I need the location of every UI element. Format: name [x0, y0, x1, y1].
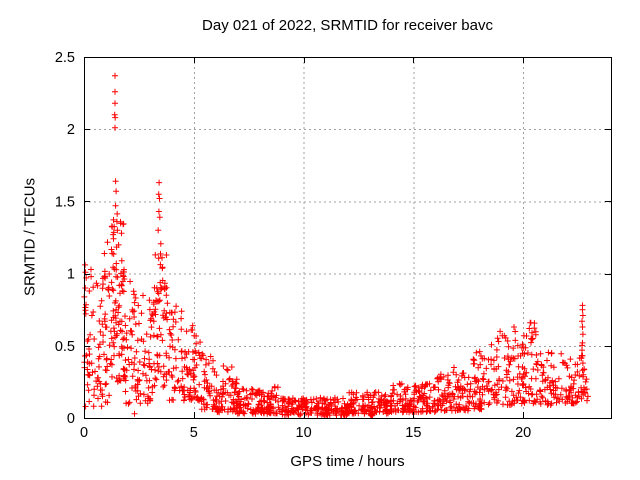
- x-axis-label: GPS time / hours: [290, 453, 405, 470]
- chart-title: Day 021 of 2022, SRMTID for receiver bav…: [202, 17, 493, 34]
- axis-tick-labels: 0 5 10 15 20 0 0.5 1 1.5 2 2.5: [55, 50, 531, 441]
- x-tick-label: 5: [190, 425, 198, 441]
- y-tick-label: 0: [67, 411, 75, 427]
- y-tick-label: 0.5: [55, 339, 75, 355]
- x-tick-label: 10: [296, 425, 312, 441]
- y-tick-label: 2.5: [55, 50, 75, 66]
- data-points: [81, 72, 591, 419]
- y-tick-label: 2: [67, 122, 75, 138]
- axis-ticks: [84, 57, 611, 419]
- x-tick-label: 20: [515, 425, 531, 441]
- y-tick-label: 1.5: [55, 194, 75, 210]
- y-tick-label: 1: [67, 267, 75, 283]
- plot-border: [84, 57, 612, 419]
- x-tick-label: 0: [80, 425, 88, 441]
- gridlines: [84, 57, 611, 418]
- x-tick-label: 15: [405, 425, 421, 441]
